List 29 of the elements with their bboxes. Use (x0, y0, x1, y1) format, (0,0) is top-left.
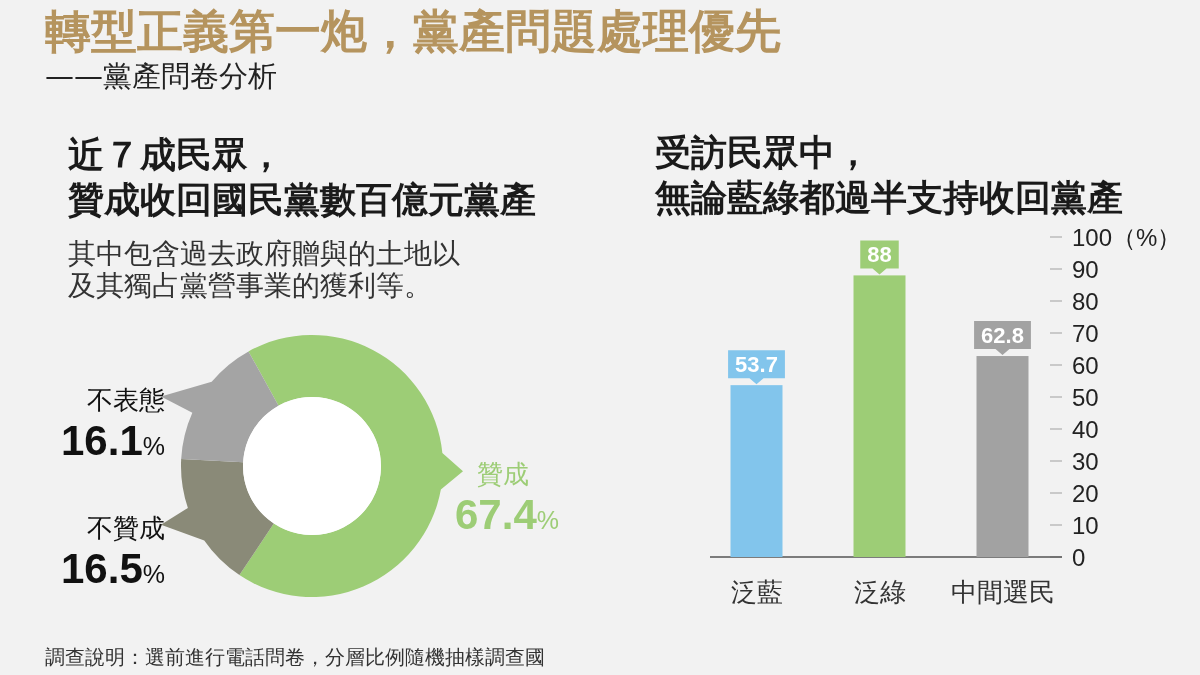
data-label: 88 (867, 242, 892, 268)
slice-label: 不贊成 (87, 512, 165, 543)
chart-subtitle: 其中包含過去政府贈與的土地以及其獨占黨營事業的獲利等。 (68, 237, 460, 302)
y-tick-label: 60 (1072, 352, 1099, 379)
y-tick-label: 10 (1072, 512, 1099, 539)
data-label: 62.8 (981, 323, 1024, 349)
data-label: 53.7 (735, 352, 778, 378)
y-tick-label: 70 (1072, 320, 1099, 347)
x-tick-label: 泛綠 (853, 577, 906, 607)
y-tick-label: 80 (1072, 288, 1099, 315)
x-tick-label: 泛藍 (730, 577, 783, 607)
y-tick-label: 30 (1072, 448, 1099, 475)
y-tick-label: 90 (1072, 256, 1099, 283)
y-tick-label: 0 (1072, 544, 1086, 571)
chart-title: 近７成民眾，贊成收回國民黨數百億元黨產 (67, 133, 536, 220)
data-label: 67.4% (455, 491, 559, 539)
y-tick-label: 50 (1072, 384, 1099, 411)
y-tick-label: 40 (1072, 416, 1099, 443)
text: 調查說明：選前進行電話問卷，分層比例隨機抽樣調查國 (45, 645, 545, 669)
data-label: 16.5% (61, 544, 165, 592)
text: 轉型正義第一炮，黨產問題處理優先 (45, 4, 781, 58)
x-tick-label: 中間選民 (950, 577, 1055, 607)
slice-label: 不表態 (87, 384, 165, 415)
data-label: 16.1% (61, 416, 165, 464)
y-tick-label: 100（%） (1072, 224, 1182, 251)
chart-title: 受訪民眾中，無論藍綠都過半支持收回黨產 (654, 131, 1123, 218)
slice-label: 贊成 (477, 459, 529, 490)
y-tick-label: 20 (1072, 480, 1099, 507)
text: ——黨產問卷分析 (45, 59, 277, 93)
